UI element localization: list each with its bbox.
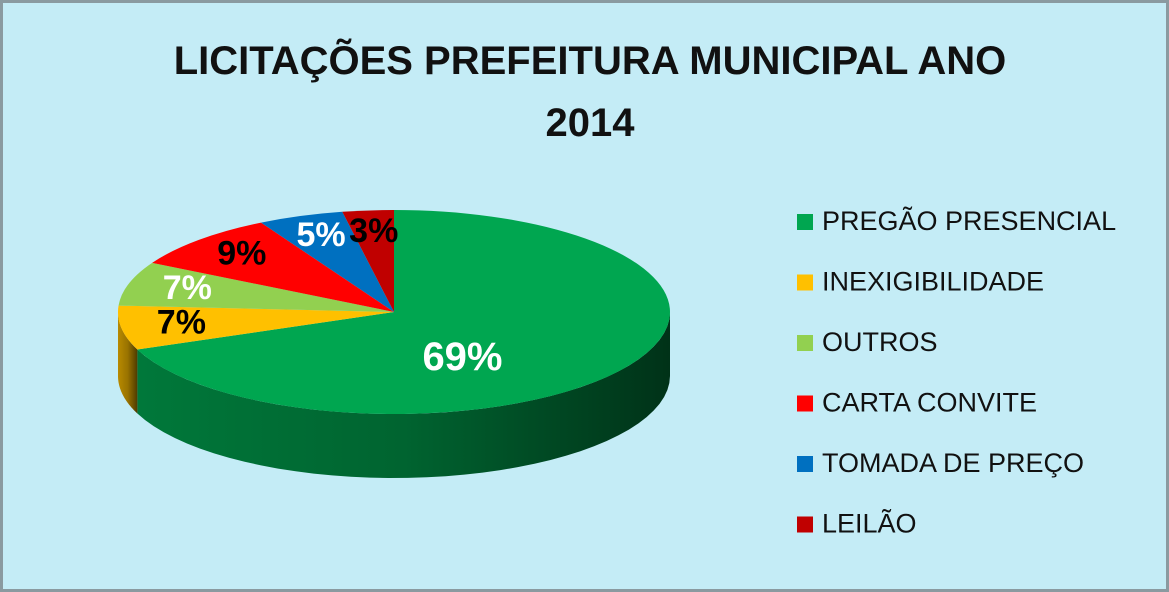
legend-swatch [797, 516, 813, 533]
data-label: 9% [217, 235, 266, 273]
legend-swatch [797, 335, 813, 351]
legend-swatch [797, 395, 813, 412]
data-label: 7% [157, 303, 206, 341]
chart-title: LICITAÇÕES PREFEITURA MUNICIPAL ANO 2014 [173, 39, 1007, 145]
slice [342, 210, 394, 312]
data-label: 7% [163, 269, 212, 307]
legend-swatch [797, 456, 813, 472]
data-label: 3% [349, 212, 398, 250]
slice [118, 262, 395, 312]
slice [118, 305, 395, 350]
legend-label: INEXIGIBILIDADE [822, 267, 1044, 297]
legend-label: CARTA CONVITE [822, 388, 1037, 418]
data-label: 5% [297, 216, 346, 254]
slice-side [137, 312, 670, 478]
legend-label: TOMADA DE PREÇO [822, 448, 1084, 478]
slice-side [118, 312, 138, 414]
data-label: 69% [422, 335, 502, 379]
legend-swatch [797, 214, 813, 230]
slice [152, 222, 394, 312]
slice [137, 210, 670, 415]
slice [261, 211, 394, 312]
legend-label: OUTROS [822, 327, 938, 357]
legend-label: PREGÃO PRESENCIAL [822, 205, 1116, 236]
legend-swatch [797, 274, 813, 291]
legend-label: LEILÃO [822, 508, 917, 539]
